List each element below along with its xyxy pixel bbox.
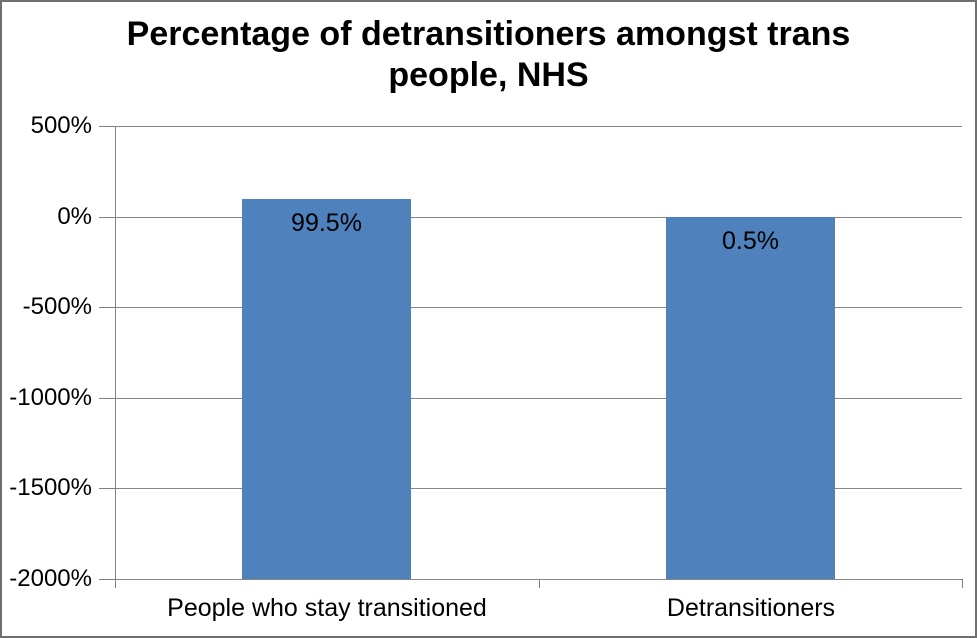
y-axis-tick-mark — [99, 488, 115, 489]
y-axis-tick-label: 0% — [57, 203, 92, 230]
y-axis-tick-label: -1500% — [9, 474, 92, 501]
y-axis-tick-mark — [99, 126, 115, 127]
y-axis-tick-mark — [99, 217, 115, 218]
chart-title: Percentage of detransitioners amongst tr… — [0, 14, 977, 96]
gridline — [115, 126, 962, 127]
gridline — [115, 217, 962, 218]
x-axis-category-label: Detransitioners — [666, 594, 836, 622]
y-axis-tick-label: -2000% — [9, 565, 92, 592]
y-axis-tick-label: 500% — [30, 112, 92, 139]
x-axis-tick-mark — [115, 579, 116, 588]
gridline — [115, 398, 962, 399]
bar-data-label: 99.5% — [291, 209, 362, 237]
x-axis-tick-mark — [962, 579, 963, 588]
gridline — [115, 307, 962, 308]
y-axis-tick-label: -500% — [22, 293, 92, 320]
gridline — [115, 488, 962, 489]
y-axis-tick-label: -1000% — [9, 384, 92, 411]
x-axis-category-label: People who stay transitioned — [167, 594, 487, 622]
y-axis-tick-mark — [99, 307, 115, 308]
y-axis-tick-mark — [99, 398, 115, 399]
gridline — [115, 579, 962, 580]
bar-people-who-stay-transitioned — [242, 199, 411, 579]
y-axis-line — [115, 126, 116, 588]
y-axis-tick-mark — [99, 579, 115, 580]
chart-title-line1: Percentage of detransitioners amongst tr… — [126, 15, 851, 53]
bar-detransitioners — [666, 217, 835, 579]
x-axis-tick-mark — [539, 579, 540, 588]
chart-title-line2: people, NHS — [388, 56, 589, 94]
bar-data-label: 0.5% — [722, 227, 779, 255]
